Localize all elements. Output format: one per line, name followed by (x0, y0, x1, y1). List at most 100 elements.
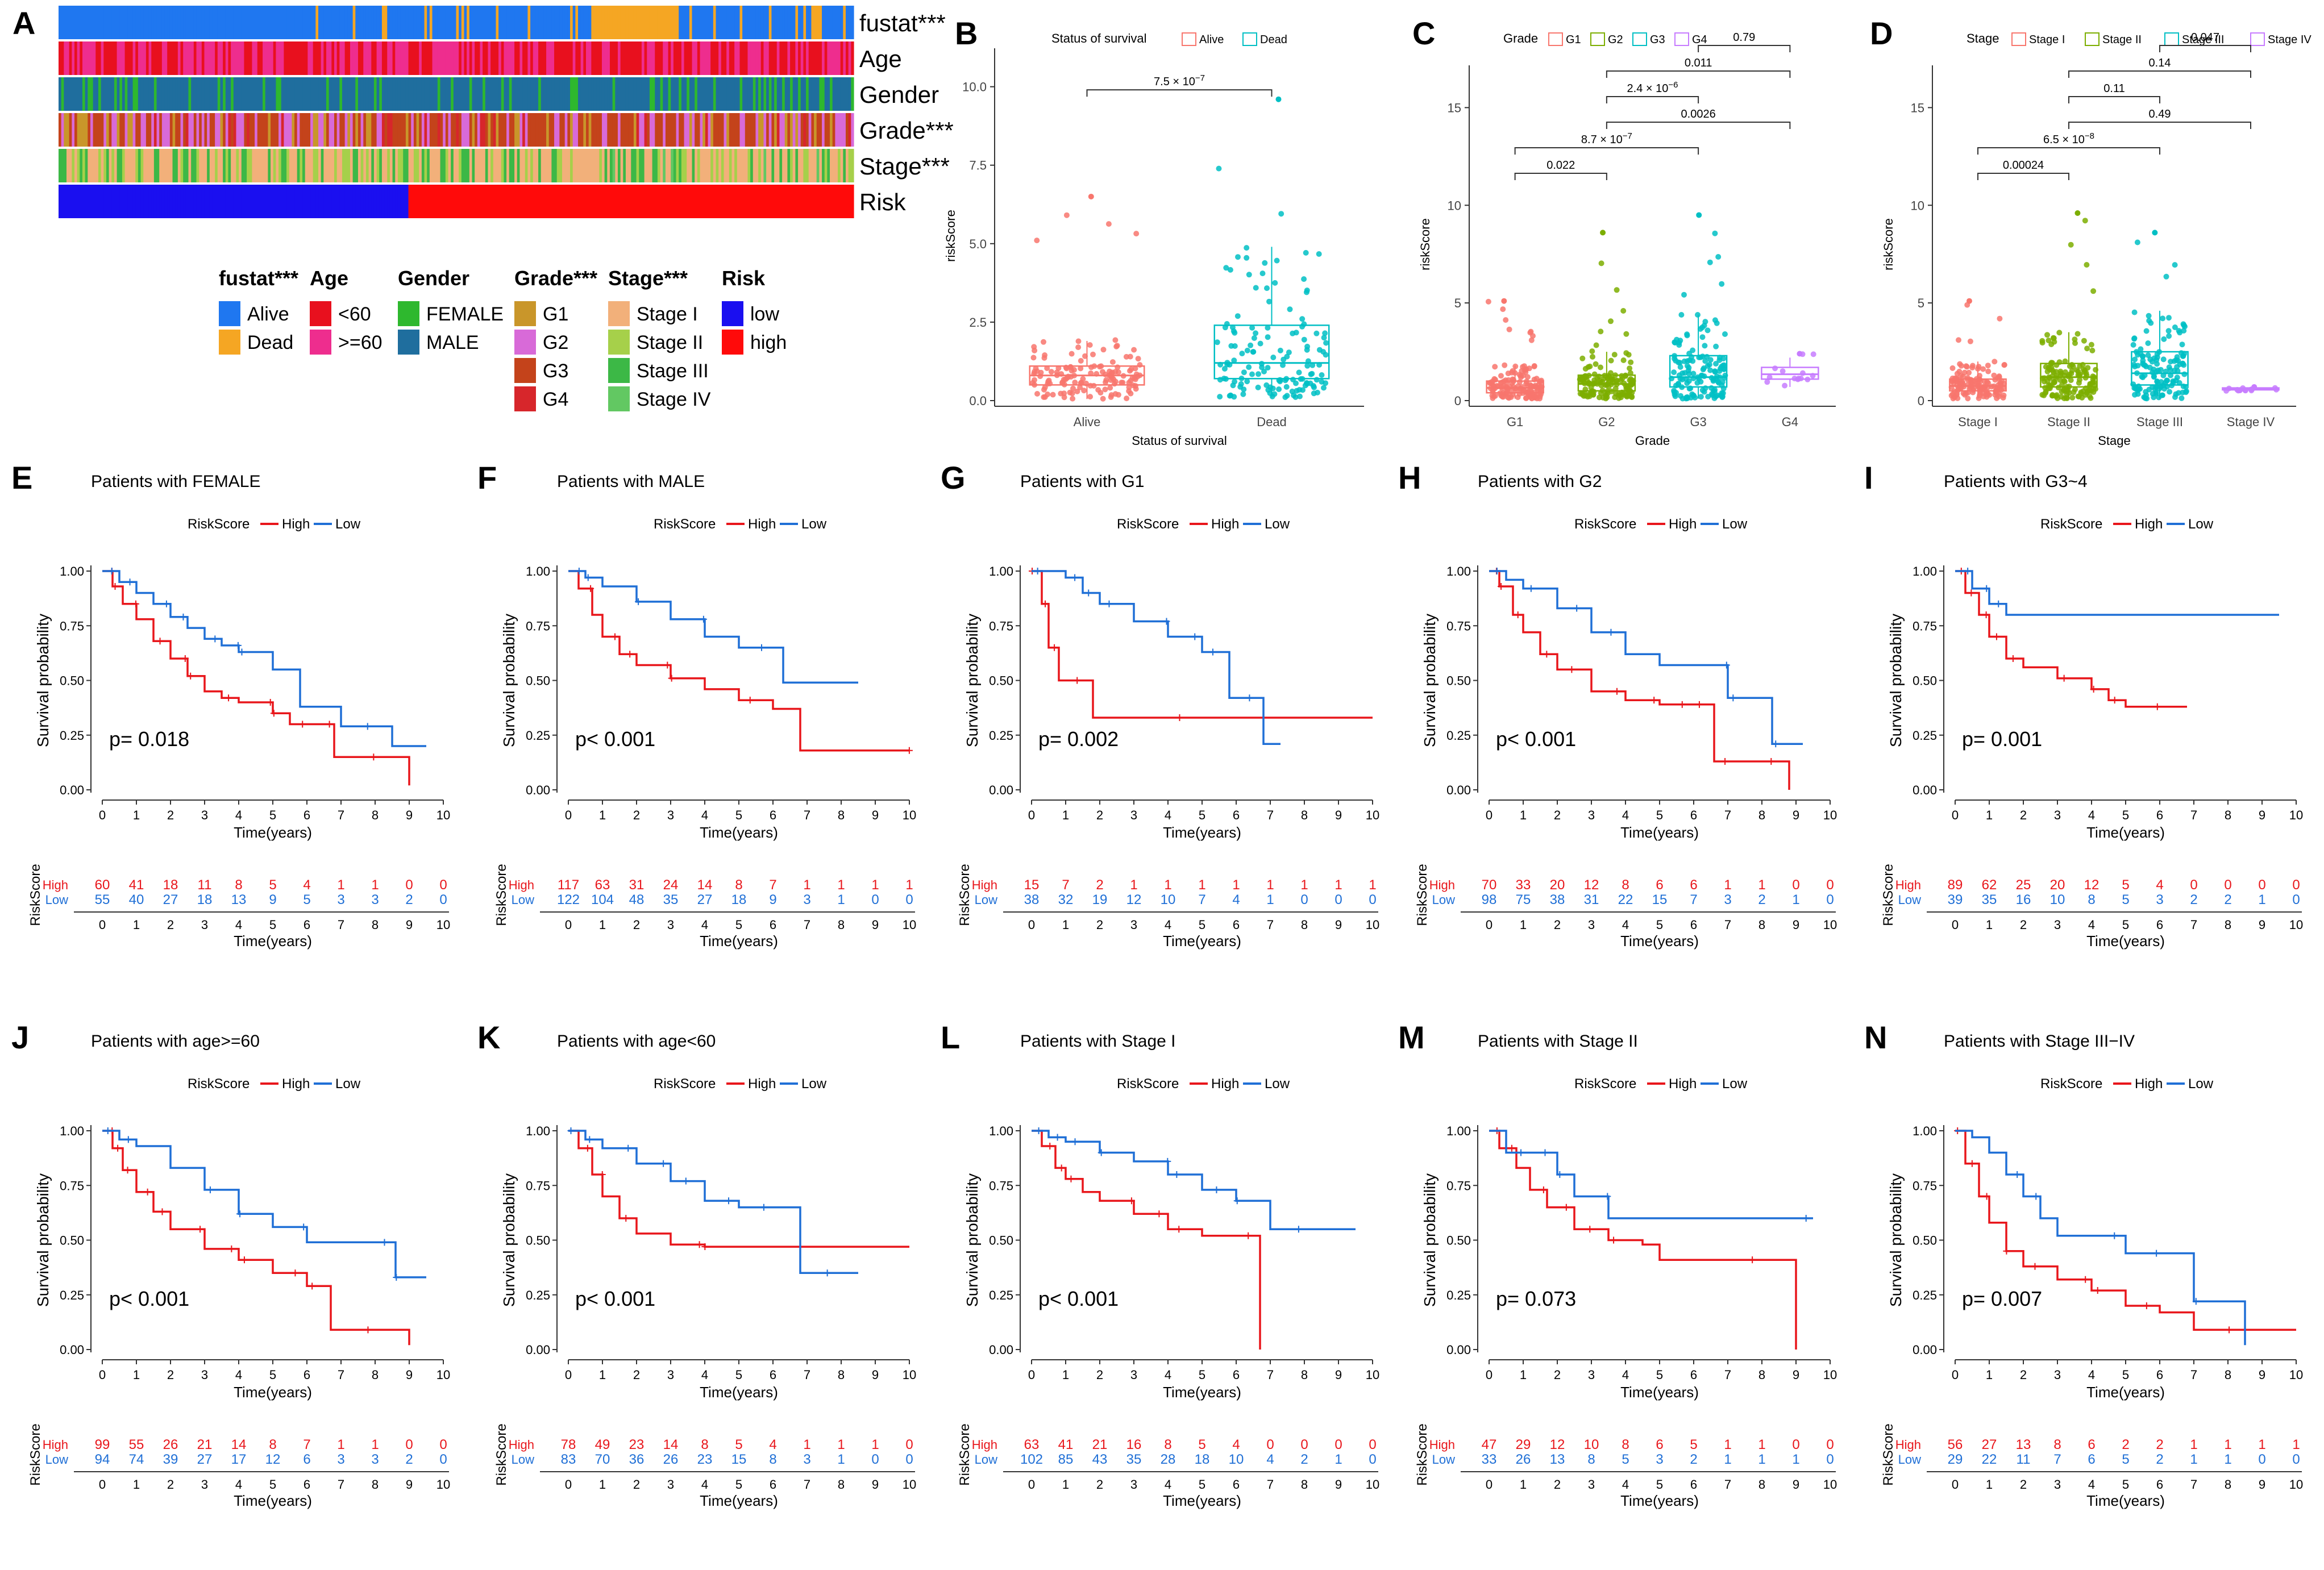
legend-label: G1 (543, 303, 568, 325)
risk-count-low: 3 (371, 892, 379, 907)
censor-mark (660, 1160, 667, 1167)
data-point (2131, 385, 2138, 391)
risk-count-low: 3 (803, 892, 810, 907)
censor-mark (584, 574, 592, 581)
censor-mark (2153, 1250, 2160, 1257)
data-point (1521, 363, 1527, 369)
km-title: Patients with G2 (1478, 472, 1602, 491)
risk-count-low: 9 (269, 892, 276, 907)
data-point (2069, 362, 2075, 368)
data-point (1603, 395, 1609, 402)
x-tick-label: 5 (2122, 1368, 2129, 1382)
risk-count-low: 2 (2156, 1452, 2163, 1467)
risk-count-low: 1 (2190, 1452, 2197, 1467)
risk-count-high: 20 (1550, 877, 1565, 893)
y-tick-label: 0.25 (1446, 728, 1471, 743)
risk-x-tick-label: 2 (1096, 1477, 1103, 1492)
legend-label: Alive (247, 303, 289, 325)
risk-count-high: 1 (1300, 877, 1308, 893)
risk-count-high: 41 (1058, 1437, 1074, 1452)
censor-mark (1514, 611, 1521, 618)
data-point (1795, 376, 1801, 382)
data-point (2080, 367, 2086, 373)
x-tick-label: 6 (1233, 808, 1240, 822)
y-tick-label: 0.00 (60, 1343, 84, 1357)
data-point (1538, 391, 1544, 397)
legend-title: Stage*** (608, 266, 688, 290)
risk-count-high: 26 (163, 1437, 178, 1452)
y-tick-label: 0.75 (989, 1178, 1013, 1193)
heatmap-track-age (59, 41, 854, 75)
data-point (1991, 383, 1997, 389)
x-tick-label: 9 (872, 808, 879, 822)
legend-key (2250, 32, 2265, 46)
data-point (2084, 345, 2090, 352)
data-point (1608, 357, 1614, 364)
y-tick-label: 0.25 (1913, 1288, 1937, 1302)
km-curve-high (1032, 1130, 1261, 1350)
x-tick-label: 5 (1656, 808, 1663, 822)
x-tick-label: 3 (1588, 808, 1595, 822)
data-point (1678, 393, 1683, 399)
legend-title: RiskScore (1574, 1076, 1636, 1092)
box (1213, 324, 1330, 380)
km-curve-low (1032, 570, 1281, 745)
data-point (2065, 373, 2072, 380)
x-tick-label: 0 (99, 808, 106, 822)
data-point (1222, 324, 1228, 331)
panel-letter: N (1864, 1019, 1887, 1055)
censor-mark (1245, 1232, 1252, 1239)
risk-count-high: 1 (871, 1437, 879, 1452)
data-point (1231, 394, 1237, 400)
data-point (2074, 331, 2081, 337)
km-curve-low (1032, 1130, 1356, 1231)
comparison-bracket (1086, 89, 1273, 97)
data-point (1507, 384, 1514, 390)
legend-key (1590, 32, 1605, 46)
data-point (1583, 374, 1590, 380)
risk-count-low: 31 (1584, 892, 1599, 907)
censor-mark (587, 585, 594, 592)
y-tick-label: 0.50 (989, 674, 1013, 688)
censor-mark (1562, 1203, 1570, 1211)
data-point (1699, 387, 1706, 393)
x-tick-label: 10 (903, 1368, 916, 1382)
x-tick-label: 5 (1199, 1368, 1205, 1382)
box-G4: G4 (1761, 351, 1819, 429)
y-tick-label: 0.00 (1913, 783, 1937, 797)
x-tick-label: 1 (1062, 808, 1069, 822)
x-tick-label: 0 (1952, 1368, 1959, 1382)
risk-count-low: 2 (1758, 892, 1765, 907)
data-point (2172, 262, 2178, 268)
risk-count-high: 31 (629, 877, 645, 893)
censor-mark (611, 633, 618, 640)
x-tick-label: 5 (1656, 1368, 1663, 1382)
data-point (1671, 389, 1677, 395)
risk-count-high: 16 (1126, 1437, 1142, 1452)
data-point (1991, 372, 1997, 378)
risk-count-low: 2 (405, 892, 413, 907)
risk-count-high: 6 (1656, 877, 1663, 893)
risk-x-tick-label: 1 (599, 1477, 606, 1492)
x-tick-label: 6 (770, 1368, 776, 1382)
data-point (1980, 390, 1986, 397)
censor-mark (1556, 1171, 1564, 1178)
data-point (2176, 328, 2182, 334)
y-tick-label: 0.00 (1446, 1343, 1471, 1357)
censor-mark (1573, 605, 1581, 612)
y-tick-label: 0.75 (526, 619, 550, 633)
censor-mark (1983, 1193, 1990, 1200)
data-point (1297, 393, 1303, 399)
legend-label: Low (2188, 517, 2214, 532)
risk-x-tick-label: 4 (701, 918, 708, 932)
risk-count-high: 0 (1369, 1437, 1376, 1452)
data-point (1600, 230, 1606, 236)
censor-mark (1191, 633, 1199, 640)
risk-count-high: 13 (2016, 1437, 2031, 1452)
censor-mark (270, 710, 277, 717)
data-point (1805, 376, 1811, 382)
risk-x-tick-label: 6 (770, 1477, 776, 1492)
censor-mark (1071, 1138, 1079, 1146)
data-point (1041, 355, 1047, 361)
